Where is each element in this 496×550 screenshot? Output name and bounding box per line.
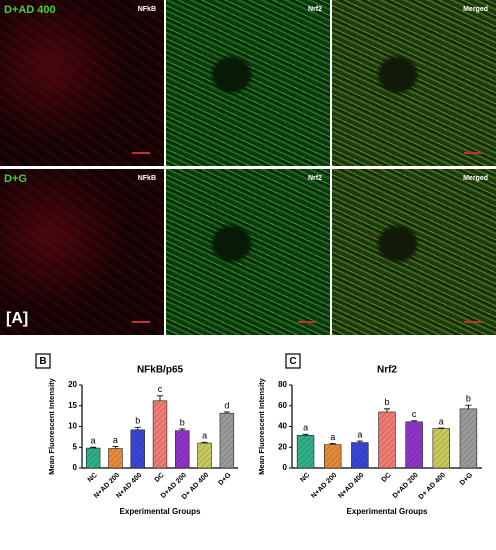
- y-tick-label: 10: [68, 422, 77, 431]
- x-axis-label: Experimental Groups: [120, 507, 201, 516]
- bar-texture: [460, 408, 477, 468]
- micrograph: Merged: [332, 169, 496, 335]
- x-tick-label: D+G: [459, 471, 475, 487]
- bar-texture: [219, 413, 234, 468]
- significance-letter: b: [180, 417, 185, 427]
- x-tick-label: N+AD 400: [337, 472, 365, 500]
- bar-texture: [378, 411, 396, 468]
- panel-label: NFkB: [137, 6, 156, 13]
- panel-letter: B: [39, 356, 46, 367]
- error-bar: [201, 441, 208, 444]
- micrograph-grid: NFkB D+AD 400 Nrf2 Merged NFkB D+G Nrf2 Merged […: [0, 0, 496, 336]
- bar-texture: [86, 448, 101, 468]
- micrograph: Nrf2: [166, 0, 330, 166]
- y-tick-label: 80: [278, 380, 287, 389]
- bar-texture: [297, 435, 314, 468]
- y-tick-label: 5: [73, 442, 78, 451]
- panel-label: Merged: [463, 6, 488, 13]
- error-bar: [465, 404, 472, 409]
- error-bar: [134, 426, 141, 430]
- row-label: D+AD 400: [4, 4, 56, 16]
- bar-texture: [108, 448, 123, 468]
- micrograph: NFkB D+G: [0, 169, 164, 335]
- y-axis-label: Mean Fluorescent Intensity: [257, 377, 266, 475]
- scale-bar: [464, 152, 482, 154]
- y-tick-label: 40: [278, 422, 287, 431]
- y-tick-label: 60: [278, 401, 287, 410]
- micrograph: NFkB D+AD 400: [0, 0, 164, 166]
- bar-texture: [405, 421, 423, 468]
- bar-texture: [324, 444, 342, 468]
- error-bar: [329, 443, 336, 445]
- significance-letter: c: [412, 409, 417, 419]
- x-tick-label: N+AD 200: [310, 472, 338, 500]
- panel-letter: C: [289, 356, 296, 367]
- chart-title: Nrf2: [377, 365, 397, 376]
- x-tick-label: DC: [381, 472, 393, 484]
- error-bar: [157, 395, 163, 401]
- significance-letter: b: [384, 397, 389, 407]
- panel-label: Nrf2: [307, 175, 322, 182]
- significance-letter: a: [357, 429, 362, 439]
- scale-bar: [298, 321, 316, 323]
- significance-letter: c: [158, 384, 163, 394]
- x-tick-label: D+G: [217, 471, 233, 487]
- significance-letter: a: [330, 432, 335, 442]
- error-bar: [223, 411, 230, 414]
- significance-letter: b: [466, 394, 471, 404]
- bar-texture: [351, 442, 369, 468]
- x-tick-label: D+ AD 400: [418, 472, 447, 501]
- row-label: D+G: [4, 173, 27, 185]
- chart-title: NFkB/p65: [137, 365, 184, 376]
- y-tick-label: 20: [278, 442, 287, 451]
- significance-letter: d: [224, 400, 229, 410]
- significance-letter: a: [439, 416, 444, 426]
- y-tick-label: 0: [73, 463, 78, 472]
- micrograph: Nrf2: [166, 169, 330, 335]
- bar-texture: [153, 400, 167, 468]
- charts: B NFkB/p65 Mean Fluorescent Intensity Exper…: [35, 353, 482, 516]
- panel-letter-box: [285, 353, 301, 369]
- error-bar: [384, 408, 390, 412]
- panel-label: Nrf2: [307, 6, 322, 13]
- x-tick-label: D+AD 200: [392, 472, 420, 500]
- y-axis-label: Mean Fluorescent Intensity: [47, 377, 56, 475]
- bar-texture: [175, 430, 190, 468]
- error-bar: [356, 440, 363, 443]
- scale-bar: [132, 321, 150, 323]
- x-axis-label: Experimental Groups: [347, 507, 428, 516]
- scale-bar: [464, 321, 482, 323]
- error-bar: [438, 427, 445, 429]
- error-bar: [112, 445, 119, 449]
- scale-bar: [132, 152, 150, 154]
- panel-letter-box: [35, 353, 51, 369]
- error-bar: [179, 428, 186, 431]
- panel-label: Merged: [463, 175, 488, 182]
- bar-texture: [432, 428, 450, 468]
- significance-letter: b: [135, 416, 140, 426]
- error-bar: [90, 446, 97, 449]
- x-tick-label: NC: [87, 472, 99, 484]
- significance-letter: a: [91, 436, 96, 446]
- error-bar: [411, 420, 418, 422]
- bar-texture: [130, 429, 145, 468]
- error-bar: [302, 433, 309, 436]
- figure-label: [A]: [6, 310, 29, 327]
- y-tick-label: 0: [283, 463, 288, 472]
- y-tick-label: 15: [68, 401, 77, 410]
- x-tick-label: NC: [299, 472, 311, 484]
- significance-letter: a: [303, 423, 308, 433]
- significance-letter: a: [202, 431, 207, 441]
- significance-letter: a: [113, 435, 118, 445]
- y-tick-label: 20: [68, 380, 77, 389]
- panel-label: NFkB: [137, 175, 156, 182]
- bar-texture: [197, 443, 212, 468]
- micrograph: Merged: [332, 0, 496, 166]
- x-tick-label: DC: [154, 472, 166, 484]
